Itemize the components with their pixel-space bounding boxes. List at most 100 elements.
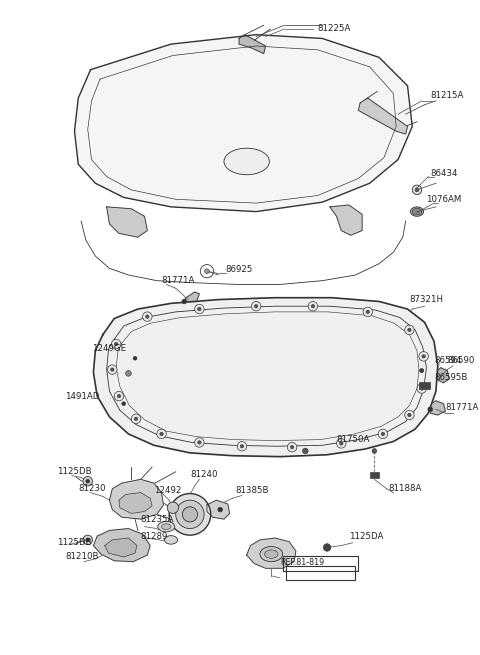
Circle shape xyxy=(416,365,427,376)
Circle shape xyxy=(122,402,126,405)
Circle shape xyxy=(198,307,201,310)
Circle shape xyxy=(254,305,258,308)
Text: 81750A: 81750A xyxy=(336,435,370,444)
Polygon shape xyxy=(428,401,445,415)
Circle shape xyxy=(363,307,372,316)
Circle shape xyxy=(204,269,209,274)
Circle shape xyxy=(114,343,118,346)
Polygon shape xyxy=(74,35,412,212)
Circle shape xyxy=(240,445,244,448)
Circle shape xyxy=(412,185,422,195)
Ellipse shape xyxy=(162,524,171,529)
Circle shape xyxy=(130,354,140,363)
Circle shape xyxy=(133,356,137,360)
Text: REF.81-819: REF.81-819 xyxy=(281,558,325,567)
Ellipse shape xyxy=(260,546,283,562)
Text: 1249GE: 1249GE xyxy=(92,345,126,353)
Circle shape xyxy=(372,449,377,453)
Ellipse shape xyxy=(412,208,422,215)
Circle shape xyxy=(237,441,247,451)
Circle shape xyxy=(366,310,370,314)
Circle shape xyxy=(167,502,179,514)
Text: 86595B: 86595B xyxy=(434,373,468,382)
Polygon shape xyxy=(207,500,229,519)
Polygon shape xyxy=(107,207,147,237)
Polygon shape xyxy=(216,441,245,453)
Circle shape xyxy=(176,500,204,529)
Text: 81240: 81240 xyxy=(190,470,217,479)
Circle shape xyxy=(86,479,90,483)
Ellipse shape xyxy=(274,388,329,424)
Circle shape xyxy=(422,354,425,358)
Circle shape xyxy=(311,305,314,308)
Polygon shape xyxy=(109,479,163,519)
Polygon shape xyxy=(119,493,152,514)
Polygon shape xyxy=(94,529,150,562)
Circle shape xyxy=(324,544,331,552)
Bar xyxy=(370,472,379,478)
Circle shape xyxy=(134,417,138,421)
Circle shape xyxy=(111,339,121,349)
Ellipse shape xyxy=(158,521,175,532)
Circle shape xyxy=(308,301,318,311)
Text: 1125DB: 1125DB xyxy=(58,538,92,547)
Circle shape xyxy=(218,507,223,512)
Bar xyxy=(287,567,355,580)
Circle shape xyxy=(83,535,93,545)
Circle shape xyxy=(302,448,308,454)
Polygon shape xyxy=(182,292,199,307)
Circle shape xyxy=(195,305,204,314)
Circle shape xyxy=(339,441,343,445)
Bar xyxy=(283,556,359,571)
Ellipse shape xyxy=(164,536,178,544)
Text: 1125DB: 1125DB xyxy=(58,467,92,476)
Circle shape xyxy=(419,352,428,361)
Circle shape xyxy=(182,507,197,522)
Circle shape xyxy=(117,394,120,398)
Circle shape xyxy=(108,365,117,375)
Polygon shape xyxy=(247,538,296,569)
Circle shape xyxy=(160,432,163,436)
Circle shape xyxy=(408,328,411,331)
Polygon shape xyxy=(436,367,449,383)
Circle shape xyxy=(198,441,201,444)
Text: 1076AM: 1076AM xyxy=(426,195,462,204)
Text: 81289: 81289 xyxy=(141,532,168,540)
Circle shape xyxy=(157,429,166,439)
Polygon shape xyxy=(179,366,195,382)
Text: 86594: 86594 xyxy=(434,356,461,365)
Text: 81215A: 81215A xyxy=(430,91,464,100)
Bar xyxy=(419,382,430,390)
Polygon shape xyxy=(239,35,265,54)
Text: 81210B: 81210B xyxy=(65,552,98,561)
Text: 1491AD: 1491AD xyxy=(65,392,99,401)
Circle shape xyxy=(169,494,211,535)
Circle shape xyxy=(83,477,93,486)
Text: 1125DA: 1125DA xyxy=(349,532,383,540)
Circle shape xyxy=(131,414,141,424)
Circle shape xyxy=(114,392,124,401)
Circle shape xyxy=(428,407,432,412)
Polygon shape xyxy=(330,205,362,235)
Polygon shape xyxy=(94,297,438,457)
Circle shape xyxy=(288,443,297,452)
Circle shape xyxy=(143,312,152,322)
Ellipse shape xyxy=(157,371,170,380)
Circle shape xyxy=(405,325,414,335)
Circle shape xyxy=(126,371,131,376)
Text: 86925: 86925 xyxy=(226,265,253,274)
Circle shape xyxy=(195,438,204,447)
Polygon shape xyxy=(105,538,137,557)
Circle shape xyxy=(290,445,294,449)
Circle shape xyxy=(182,299,187,304)
Text: 81771A: 81771A xyxy=(162,276,195,285)
Text: 81385B: 81385B xyxy=(235,486,269,495)
Text: 87321H: 87321H xyxy=(409,295,444,304)
Circle shape xyxy=(86,538,90,542)
Ellipse shape xyxy=(264,550,278,558)
Circle shape xyxy=(415,188,419,192)
Text: 12492: 12492 xyxy=(154,486,181,495)
Text: 81235A: 81235A xyxy=(141,515,174,523)
Polygon shape xyxy=(150,358,204,396)
Circle shape xyxy=(420,387,423,390)
